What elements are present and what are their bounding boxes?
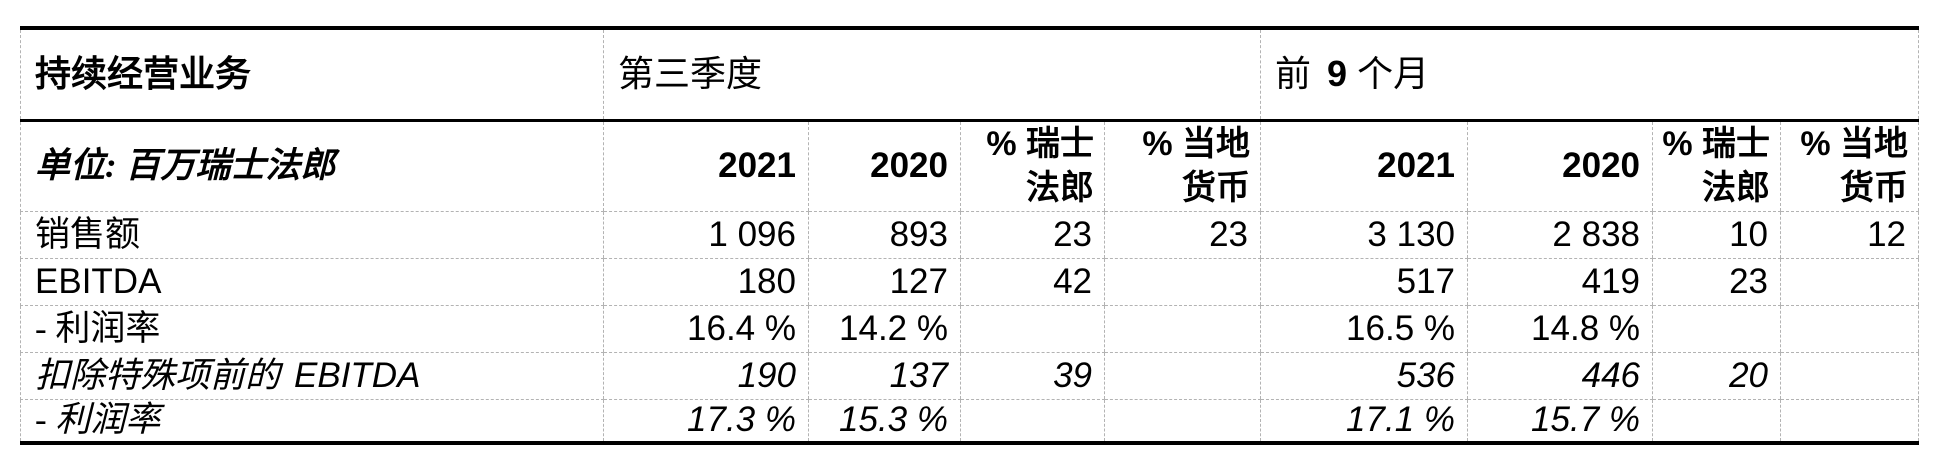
cell-m9-2021: 536 xyxy=(1260,352,1468,401)
q3-section-header: 第三季度 xyxy=(602,28,1261,122)
nine-month-number: 9 xyxy=(1327,53,1348,95)
cell-m9-pct-chf: 20 xyxy=(1652,352,1781,401)
table-row-margin: - 利润率 16.4 % 14.2 % 16.5 % 14.8 % xyxy=(20,305,1919,354)
q3-pct-chf-line2: 法郎 xyxy=(1026,169,1094,208)
nine-month-prefix: 前 xyxy=(1275,54,1312,95)
row-label: 销售额 xyxy=(20,211,604,260)
cell-m9-2021: 3 130 xyxy=(1260,211,1468,260)
table-title: 持续经营业务 xyxy=(20,28,604,122)
cell-q3-pct-local xyxy=(1103,305,1261,354)
m9-pct-local-header: % 当地 货币 xyxy=(1780,120,1919,213)
row-label: EBITDA xyxy=(20,258,604,307)
continuing-operations-results-table: 持续经营业务 第三季度 前 9 个月 单位: 百万瑞士法郎 2021 2020 % … xyxy=(20,26,1920,445)
m9-year-2020-header: 2020 xyxy=(1467,120,1653,213)
cell-m9-2021: 517 xyxy=(1260,258,1468,307)
cell-q3-2021: 180 xyxy=(603,258,809,307)
unit-label: 单位: 百万瑞士法郎 xyxy=(20,120,604,213)
q3-section-label: 第三季度 xyxy=(618,53,763,94)
cell-q3-pct-chf: 42 xyxy=(960,258,1105,307)
cell-q3-2020: 15.3 % xyxy=(808,399,961,443)
m9-year-2021-header: 2021 xyxy=(1260,120,1468,213)
cell-q3-2020: 127 xyxy=(808,258,961,307)
cell-q3-2021: 17.3 % xyxy=(603,399,809,443)
row-label-cn: 扣除特殊项前的 xyxy=(35,356,281,396)
column-header-row: 单位: 百万瑞士法郎 2021 2020 % 瑞士 法郎 % 当地 货币 202… xyxy=(20,120,1919,213)
nine-month-section-header: 前 9 个月 xyxy=(1260,28,1919,122)
cell-m9-2020: 446 xyxy=(1467,352,1653,401)
cell-q3-pct-chf: 39 xyxy=(960,352,1105,401)
q3-year-2021-header: 2021 xyxy=(603,120,809,213)
cell-q3-2021: 16.4 % xyxy=(603,305,809,354)
q3-pct-local-line2: 货币 xyxy=(1182,169,1251,208)
m9-pct-chf-header: % 瑞士 法郎 xyxy=(1652,120,1781,213)
m9-pct-local-line2: 货币 xyxy=(1840,169,1909,208)
cell-q3-2020: 137 xyxy=(808,352,961,401)
section-header-row: 持续经营业务 第三季度 前 9 个月 xyxy=(20,28,1919,122)
q3-pct-chf-line1: % 瑞士 xyxy=(986,124,1094,163)
q3-year-2020-header: 2020 xyxy=(808,120,961,213)
cell-m9-pct-local xyxy=(1780,399,1919,443)
cell-q3-pct-local xyxy=(1103,352,1261,401)
cell-q3-pct-local xyxy=(1103,399,1261,443)
cell-m9-2020: 15.7 % xyxy=(1467,399,1653,443)
cell-m9-pct-local xyxy=(1780,352,1919,401)
cell-m9-pct-local: 12 xyxy=(1780,211,1919,260)
cell-q3-2020: 893 xyxy=(808,211,961,260)
m9-pct-chf-line1: % 瑞士 xyxy=(1662,124,1771,163)
m9-pct-chf-line2: 法郎 xyxy=(1702,169,1771,208)
cell-m9-2021: 17.1 % xyxy=(1260,399,1468,443)
row-label: - 利润率 xyxy=(20,305,604,354)
table-row-ebitda-before-special-items: 扣除特殊项前的 EBITDA 190 137 39 536 446 20 xyxy=(20,352,1919,401)
cell-q3-pct-chf: 23 xyxy=(960,211,1105,260)
cell-m9-2020: 2 838 xyxy=(1467,211,1653,260)
cell-m9-pct-chf xyxy=(1652,399,1781,443)
q3-pct-chf-header: % 瑞士 法郎 xyxy=(960,120,1105,213)
cell-q3-pct-chf xyxy=(960,399,1105,443)
cell-m9-2020: 14.8 % xyxy=(1467,305,1653,354)
cell-m9-pct-local xyxy=(1780,305,1919,354)
cell-q3-pct-chf xyxy=(960,305,1105,354)
cell-q3-2021: 190 xyxy=(603,352,809,401)
table-row-ebitda: EBITDA 180 127 42 517 419 23 xyxy=(20,258,1919,307)
cell-m9-pct-chf: 23 xyxy=(1652,258,1781,307)
table-row-sales: 销售额 1 096 893 23 23 3 130 2 838 10 12 xyxy=(20,211,1919,260)
row-label-en: EBITDA xyxy=(294,356,421,396)
cell-m9-pct-chf xyxy=(1652,305,1781,354)
cell-q3-2021: 1 096 xyxy=(603,211,809,260)
cell-q3-pct-local xyxy=(1103,258,1261,307)
cell-q3-pct-local: 23 xyxy=(1103,211,1261,260)
q3-pct-local-header: % 当地 货币 xyxy=(1103,120,1261,213)
m9-pct-local-line1: % 当地 xyxy=(1800,124,1909,163)
cell-m9-pct-local xyxy=(1780,258,1919,307)
cell-q3-2020: 14.2 % xyxy=(808,305,961,354)
row-label: - 利润率 xyxy=(20,399,604,443)
nine-month-suffix: 个月 xyxy=(1357,54,1430,95)
cell-m9-pct-chf: 10 xyxy=(1652,211,1781,260)
cell-m9-2020: 419 xyxy=(1467,258,1653,307)
q3-pct-local-line1: % 当地 xyxy=(1142,124,1251,163)
row-label: 扣除特殊项前的 EBITDA xyxy=(20,352,604,401)
cell-m9-2021: 16.5 % xyxy=(1260,305,1468,354)
table-row-margin-before-special-items: - 利润率 17.3 % 15.3 % 17.1 % 15.7 % xyxy=(20,399,1919,443)
